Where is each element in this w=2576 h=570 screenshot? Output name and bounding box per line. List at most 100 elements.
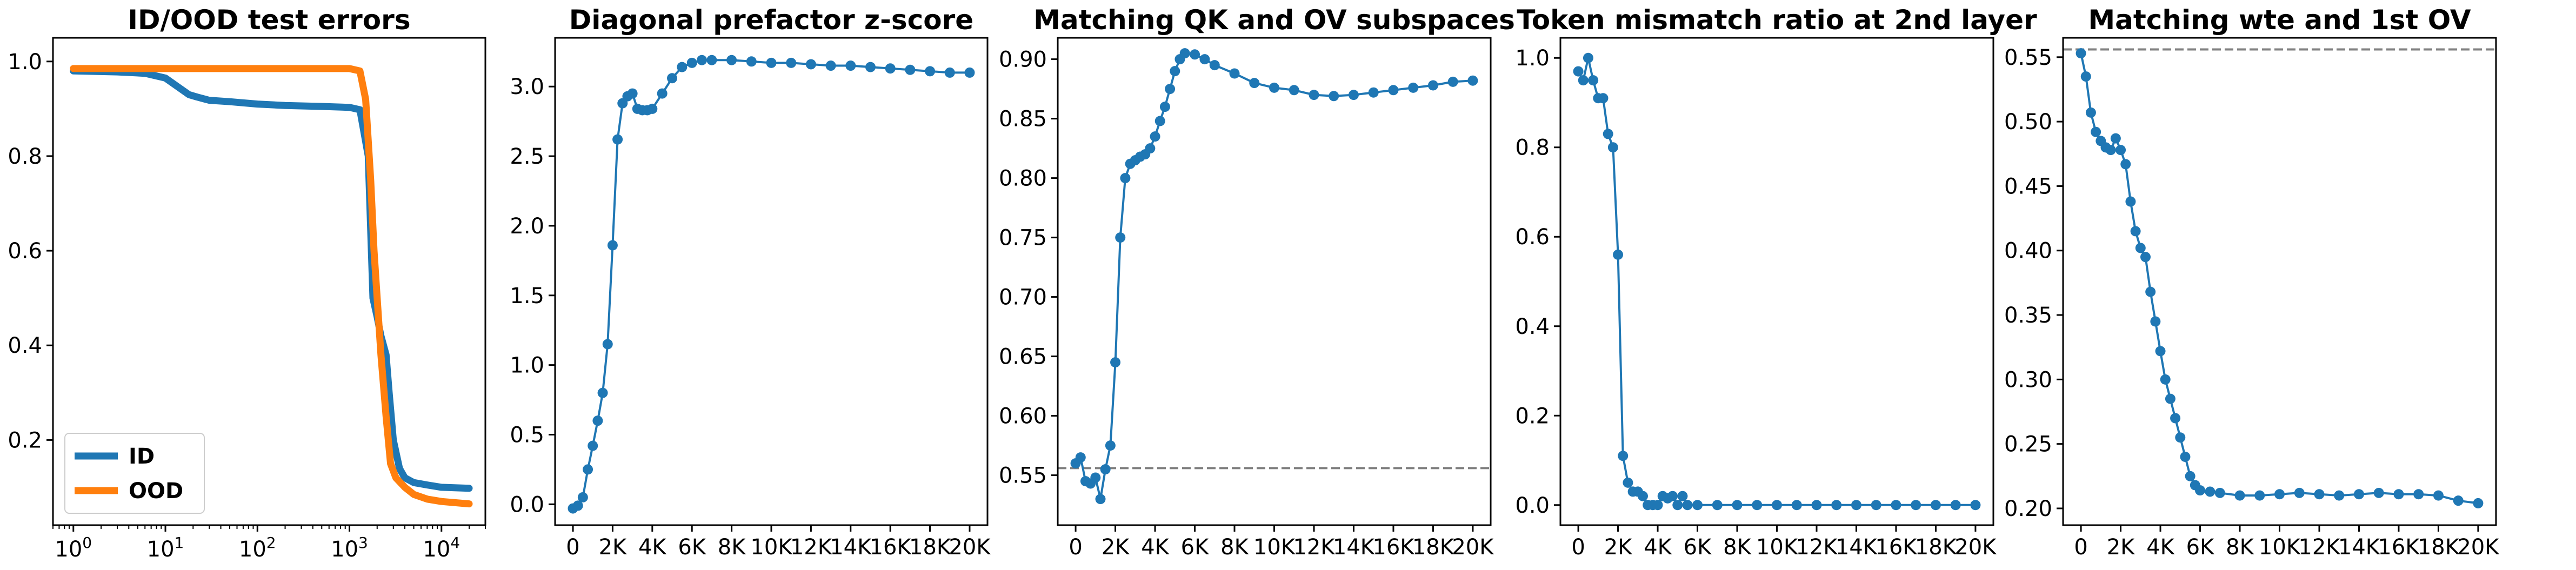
- data-point: [612, 134, 623, 145]
- y-tick-label: 0.2: [1515, 404, 1550, 428]
- x-tick-label: 20K: [1954, 535, 1997, 560]
- x-tick-label: 14K: [1836, 535, 1878, 560]
- series-line-id: [70, 67, 473, 492]
- data-point: [845, 61, 856, 71]
- data-point: [1249, 78, 1260, 89]
- y-tick-label: 0.45: [2004, 174, 2052, 199]
- x-tick-label: 2K: [1604, 535, 1633, 560]
- y-tick-label: 0.35: [2004, 303, 2052, 328]
- data-point: [602, 339, 613, 350]
- data-point: [766, 57, 777, 68]
- y-tick-label: 0.5: [510, 423, 544, 447]
- data-point: [925, 66, 936, 77]
- data-point: [2195, 485, 2206, 496]
- data-point: [2175, 432, 2186, 443]
- data-point: [1105, 440, 1116, 451]
- data-point: [1159, 102, 1170, 112]
- x-tick-label: 0: [1571, 535, 1585, 560]
- legend-label-ood: OOD: [129, 479, 183, 504]
- data-point: [1110, 357, 1121, 368]
- data-point: [905, 64, 916, 75]
- y-tick-label: 0.65: [999, 345, 1047, 370]
- data-point: [2110, 133, 2121, 144]
- data-point: [1583, 52, 1593, 63]
- data-point: [1618, 451, 1629, 461]
- y-tick-label: 0.50: [2004, 110, 2052, 135]
- x-tick-label: 20K: [1452, 535, 1494, 560]
- data-point: [2135, 243, 2146, 253]
- x-tick-label: 12K: [1293, 535, 1336, 560]
- data-point: [1811, 500, 1822, 511]
- y-tick-label: 0.40: [2004, 239, 2052, 264]
- data-point: [572, 500, 583, 511]
- data-point: [825, 61, 836, 71]
- data-point: [627, 88, 638, 99]
- data-point: [944, 67, 955, 78]
- data-point: [2205, 486, 2215, 497]
- data-point: [2433, 490, 2444, 501]
- data-point: [1467, 75, 1478, 86]
- y-tick-label: 0.30: [2004, 367, 2052, 392]
- data-point: [1179, 48, 1190, 59]
- data-point: [1970, 500, 1981, 511]
- x-tick-label: 8K: [718, 535, 746, 560]
- y-tick-label: 1.0: [510, 353, 544, 378]
- data-point: [1891, 500, 1901, 511]
- data-point: [2393, 489, 2404, 500]
- data-point: [1732, 500, 1743, 511]
- data-point: [2091, 126, 2101, 137]
- x-tick-label: 14K: [830, 535, 872, 560]
- x-tick-label: 16K: [1372, 535, 1415, 560]
- data-point: [1682, 500, 1693, 511]
- x-tick-label: 20K: [949, 535, 991, 560]
- y-tick-label: 0.25: [2004, 432, 2052, 457]
- y-tick-label: 0.8: [8, 144, 42, 169]
- x-tick-label: 102: [239, 534, 276, 562]
- data-point: [2473, 498, 2484, 508]
- y-tick-label: 0.6: [8, 239, 42, 264]
- data-point: [1950, 500, 1961, 511]
- legend: ID OOD: [64, 433, 205, 514]
- data-point: [2294, 487, 2305, 498]
- y-tick-label: 0.55: [999, 464, 1047, 488]
- data-point: [1095, 494, 1106, 505]
- data-point: [2160, 374, 2171, 385]
- chart-panel-2: Diagonal prefactor z-score 0.0 0.5 1.0 1.5 2.…: [510, 4, 991, 560]
- chart-panel-1: ID/OOD test errors 0.2 0.4 0.6 0.8 1.0 100 101 1…: [8, 4, 486, 562]
- data-point: [1165, 84, 1176, 95]
- data-point: [2085, 107, 2096, 118]
- data-point: [2334, 490, 2345, 501]
- y-tick-label: 0.0: [1515, 493, 1550, 518]
- data-point: [1930, 500, 1941, 511]
- series-line-ood: [70, 65, 473, 508]
- data-point: [657, 88, 668, 99]
- data-point: [583, 464, 593, 475]
- data-point: [1588, 75, 1599, 86]
- data-point: [865, 62, 876, 72]
- data-point: [1573, 66, 1584, 77]
- y-tick-label: 0.85: [999, 107, 1047, 132]
- x-tick-label: 8K: [2226, 535, 2254, 560]
- data-point: [1269, 82, 1279, 93]
- legend-label-id: ID: [129, 444, 155, 469]
- data-point: [607, 240, 618, 251]
- data-point: [1170, 66, 1180, 77]
- y-tick-label: 1.5: [510, 284, 544, 309]
- x-tick-label: 16K: [870, 535, 912, 560]
- data-point: [1637, 491, 1648, 501]
- x-tick-label: 10K: [2259, 535, 2301, 560]
- data-point: [2115, 145, 2126, 156]
- data-point: [2274, 489, 2285, 500]
- data-point: [2130, 226, 2141, 237]
- data-point: [2453, 495, 2464, 506]
- chart-panel-3: Matching QK and OV subspaces 0.55 0.60 0.65…: [999, 4, 1515, 560]
- data-point: [964, 67, 975, 78]
- series-line: [1577, 57, 1977, 506]
- y-tick-label: 0.60: [999, 404, 1047, 429]
- y-tick-label: 2.0: [510, 214, 544, 239]
- data-point: [697, 55, 708, 65]
- series-line: [1075, 52, 1474, 500]
- data-point: [2373, 487, 2384, 498]
- data-point: [2353, 489, 2364, 500]
- data-point: [1150, 131, 1160, 142]
